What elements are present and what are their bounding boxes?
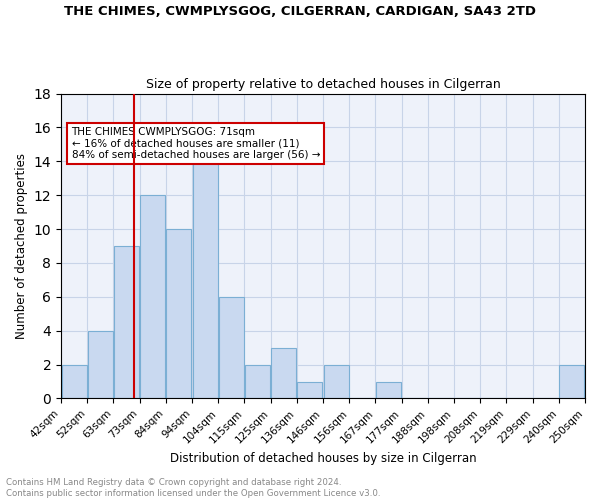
Bar [219, 297, 244, 398]
Text: Contains HM Land Registry data © Crown copyright and database right 2024.
Contai: Contains HM Land Registry data © Crown c… [6, 478, 380, 498]
Y-axis label: Number of detached properties: Number of detached properties [15, 153, 28, 339]
X-axis label: Distribution of detached houses by size in Cilgerran: Distribution of detached houses by size … [170, 452, 476, 465]
Bar [140, 195, 165, 398]
Title: Size of property relative to detached houses in Cilgerran: Size of property relative to detached ho… [146, 78, 500, 91]
Bar [114, 246, 139, 398]
Bar [245, 364, 270, 398]
Bar [376, 382, 401, 398]
Bar [88, 330, 113, 398]
Bar [298, 382, 322, 398]
Bar [193, 162, 218, 398]
Bar [62, 364, 86, 398]
Bar [166, 229, 191, 398]
Bar [323, 364, 349, 398]
Text: THE CHIMES, CWMPLYSGOG, CILGERRAN, CARDIGAN, SA43 2TD: THE CHIMES, CWMPLYSGOG, CILGERRAN, CARDI… [64, 5, 536, 18]
Bar [559, 364, 584, 398]
Text: THE CHIMES CWMPLYSGOG: 71sqm
← 16% of detached houses are smaller (11)
84% of se: THE CHIMES CWMPLYSGOG: 71sqm ← 16% of de… [71, 127, 320, 160]
Bar [271, 348, 296, 399]
